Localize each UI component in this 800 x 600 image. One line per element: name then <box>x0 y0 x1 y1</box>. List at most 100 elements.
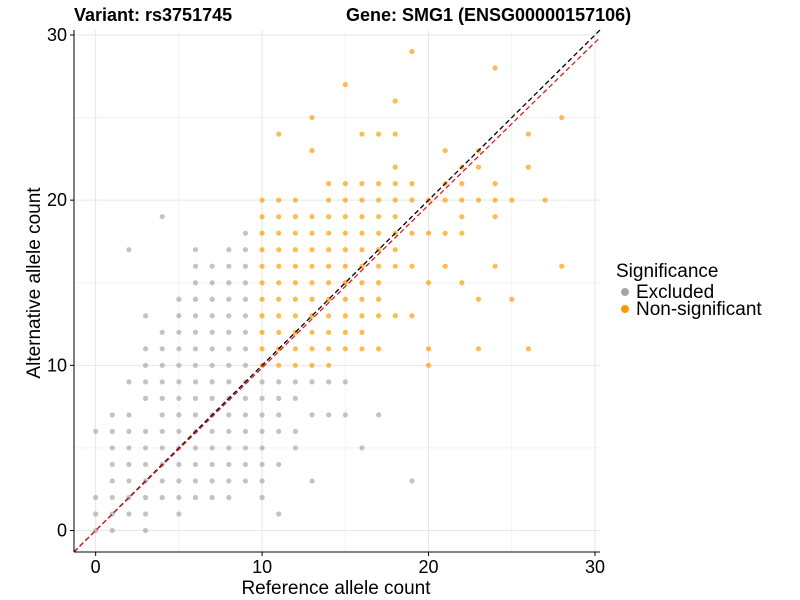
point-non-significant <box>409 263 415 269</box>
point-non-significant <box>276 131 282 137</box>
point-non-significant <box>376 313 382 319</box>
point-excluded <box>226 280 232 286</box>
point-non-significant <box>326 346 332 352</box>
point-excluded <box>376 412 382 418</box>
point-non-significant <box>326 313 332 319</box>
point-excluded <box>192 329 199 335</box>
point-excluded <box>176 412 182 418</box>
point-excluded <box>242 412 249 418</box>
point-non-significant <box>326 362 332 368</box>
point-excluded <box>226 329 232 335</box>
point-excluded <box>126 478 132 484</box>
point-non-significant <box>259 230 265 236</box>
chart-title-gene: Gene: SMG1 (ENSG00000157106) <box>346 5 631 25</box>
x-tick-label: 30 <box>585 557 605 577</box>
point-excluded <box>276 412 282 418</box>
point-excluded <box>176 346 182 352</box>
point-non-significant <box>259 214 265 220</box>
point-non-significant <box>409 48 415 55</box>
point-non-significant <box>342 263 348 269</box>
point-non-significant <box>459 280 465 286</box>
point-excluded <box>226 478 232 484</box>
point-non-significant <box>326 280 332 286</box>
point-excluded <box>159 395 165 401</box>
point-excluded <box>192 478 199 484</box>
point-excluded <box>159 445 165 451</box>
point-excluded <box>176 428 182 435</box>
point-non-significant <box>292 296 298 302</box>
point-excluded <box>192 280 199 286</box>
point-non-significant <box>326 247 332 253</box>
point-non-significant <box>376 197 382 203</box>
point-excluded <box>242 313 249 319</box>
point-non-significant <box>342 197 348 203</box>
legend-label-excluded: Excluded <box>636 282 714 303</box>
point-non-significant <box>309 230 315 236</box>
point-excluded <box>192 494 199 501</box>
point-excluded <box>192 461 199 468</box>
point-excluded <box>209 445 215 451</box>
point-excluded <box>176 511 182 517</box>
point-excluded <box>226 428 232 435</box>
point-excluded <box>109 527 115 534</box>
x-axis-title: Reference allele count <box>241 578 431 599</box>
point-non-significant <box>359 329 365 335</box>
point-non-significant <box>292 230 298 236</box>
point-excluded <box>109 461 115 468</box>
point-excluded <box>176 296 182 302</box>
point-non-significant <box>326 214 332 220</box>
point-non-significant <box>392 181 398 187</box>
point-excluded <box>192 263 199 269</box>
point-excluded <box>93 494 99 501</box>
point-non-significant <box>559 263 565 269</box>
y-tick-label: 20 <box>47 190 67 210</box>
point-excluded <box>226 313 232 319</box>
point-excluded <box>226 362 232 368</box>
point-excluded <box>342 412 348 418</box>
point-non-significant <box>342 81 348 88</box>
point-excluded <box>192 247 199 253</box>
point-non-significant <box>276 329 282 335</box>
point-non-significant <box>292 263 298 269</box>
point-excluded <box>192 445 199 451</box>
point-excluded <box>209 346 215 352</box>
y-tick-label: 10 <box>47 355 67 375</box>
point-excluded <box>126 445 132 451</box>
point-non-significant <box>276 280 282 286</box>
point-non-significant <box>459 181 465 187</box>
point-excluded <box>242 478 249 484</box>
point-excluded <box>142 428 149 435</box>
point-non-significant <box>259 197 265 203</box>
point-non-significant <box>326 329 332 335</box>
point-excluded <box>359 445 365 451</box>
point-excluded <box>109 478 115 484</box>
point-excluded <box>326 412 332 418</box>
reference-lines <box>73 29 601 553</box>
point-non-significant <box>475 296 482 302</box>
point-non-significant <box>342 247 348 253</box>
point-excluded <box>259 461 265 468</box>
point-non-significant <box>392 263 398 269</box>
point-non-significant <box>276 313 282 319</box>
point-non-significant <box>492 197 498 203</box>
point-non-significant <box>442 147 448 154</box>
point-excluded <box>242 445 249 451</box>
point-excluded <box>142 461 149 468</box>
y-axis-title: Alternative allele count <box>24 187 45 379</box>
point-non-significant <box>292 214 298 220</box>
point-non-significant <box>259 329 265 335</box>
point-excluded <box>276 511 282 517</box>
point-non-significant <box>392 164 398 170</box>
point-non-significant <box>409 181 415 187</box>
point-non-significant <box>492 263 498 269</box>
point-non-significant <box>525 346 532 352</box>
point-excluded <box>159 478 165 484</box>
point-non-significant <box>425 230 432 236</box>
point-excluded <box>192 362 199 368</box>
point-non-significant <box>442 230 448 236</box>
point-non-significant <box>309 296 315 302</box>
point-non-significant <box>475 164 482 170</box>
point-non-significant <box>276 362 282 368</box>
point-non-significant <box>376 214 382 220</box>
point-excluded <box>259 412 265 418</box>
